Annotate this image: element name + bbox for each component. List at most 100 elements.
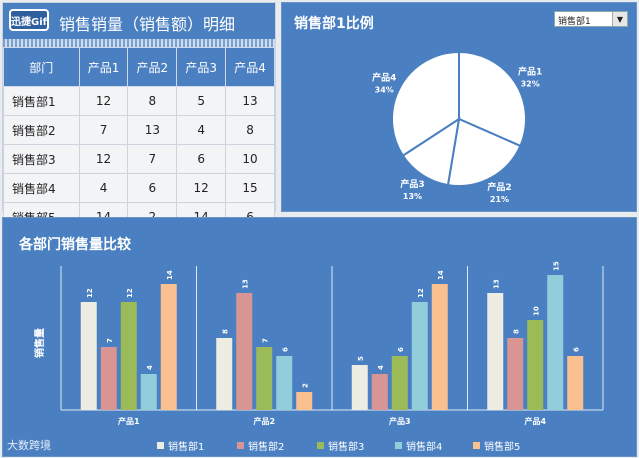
cell-value[interactable]: 4 <box>78 173 129 203</box>
y-axis-label: 销售量 <box>33 328 46 358</box>
pie-label: 产品3 <box>400 178 424 190</box>
bar <box>487 293 504 410</box>
x-tick-label: 产品3 <box>389 416 411 426</box>
bar-value-label: 8 <box>221 329 229 334</box>
table-header-row: 部门 产品1 产品2 产品3 产品4 <box>3 47 275 87</box>
bar <box>296 392 313 410</box>
department-select[interactable]: 销售部1 ▼ <box>554 11 628 27</box>
bar-value-label: 6 <box>397 347 405 352</box>
bar-value-label: 12 <box>417 288 425 298</box>
legend-swatch <box>157 442 164 449</box>
cell-value[interactable]: 13 <box>225 86 275 116</box>
bar <box>547 275 564 410</box>
bar-panel: 12 7 12 4 14 产品1 8 13 7 6 2 产品2 5 4 6 12 14 产品3 13 8 10 15 6 产品… <box>2 217 637 457</box>
legend-label: 销售部3 <box>328 442 365 453</box>
pie-percent-label: 21% <box>490 195 509 204</box>
legend-label: 销售部2 <box>248 442 285 453</box>
bar-value-label: 12 <box>86 288 94 298</box>
legend-swatch <box>317 442 324 449</box>
legend-label: 销售部5 <box>484 442 521 453</box>
header-dept: 部门 <box>3 47 80 87</box>
pie-slice <box>401 116 461 187</box>
cell-value[interactable]: 12 <box>176 173 227 203</box>
bar-value-label: 4 <box>146 365 154 370</box>
cell-dept[interactable]: 销售部4 <box>3 173 80 203</box>
pie-label: 产品4 <box>372 71 396 83</box>
bar-value-label: 4 <box>377 365 385 370</box>
pie-label: 产品2 <box>487 181 511 193</box>
pie-slice <box>446 117 522 187</box>
bar <box>236 293 253 410</box>
bar-value-label: 13 <box>241 279 249 289</box>
cell-value[interactable]: 6 <box>176 144 227 174</box>
legend-item: 销售部1 <box>157 438 204 453</box>
table-row: 销售部3 12 7 6 10 <box>3 144 275 174</box>
department-select-value: 销售部1 <box>558 17 591 27</box>
bar-value-label: 7 <box>106 338 114 343</box>
bar-value-label: 13 <box>492 279 500 289</box>
pie-label: 产品1 <box>518 66 542 78</box>
x-tick-label: 产品1 <box>118 416 140 426</box>
cell-value[interactable]: 12 <box>78 144 129 174</box>
bar <box>256 347 273 410</box>
bar-value-label: 15 <box>552 261 560 271</box>
cell-value[interactable]: 12 <box>78 86 129 116</box>
bar <box>80 302 97 410</box>
bar <box>371 374 388 410</box>
legend-swatch <box>395 442 402 449</box>
bar <box>351 365 368 410</box>
cell-value[interactable]: 5 <box>176 86 227 116</box>
bar-value-label: 14 <box>166 270 174 280</box>
pie-percent-label: 32% <box>521 80 540 89</box>
bar <box>120 302 137 410</box>
legend-item: 销售部3 <box>317 438 364 453</box>
cell-value[interactable]: 6 <box>127 173 178 203</box>
table-title: 销售销量（销售额）明细 <box>59 15 236 34</box>
bar <box>527 320 544 410</box>
cell-value[interactable]: 13 <box>127 115 178 145</box>
cell-value[interactable]: 4 <box>176 115 227 145</box>
header-product4: 产品4 <box>225 47 275 87</box>
x-tick-label: 产品2 <box>253 416 275 426</box>
bar <box>411 302 428 410</box>
bar <box>567 356 584 410</box>
chevron-down-icon[interactable]: ▼ <box>612 12 627 26</box>
legend-item: 销售部4 <box>395 438 442 453</box>
header-product3: 产品3 <box>176 47 227 87</box>
sales-table-panel: 迅捷Gif 销售销量（销售额）明细 部门 产品1 产品2 产品3 产品4 销售部… <box>2 2 276 232</box>
table-row: 销售部2 7 13 4 8 <box>3 115 275 145</box>
header-hatch-divider <box>3 39 275 47</box>
cell-value[interactable]: 8 <box>127 86 178 116</box>
legend-swatch <box>473 442 480 449</box>
bar <box>100 347 117 410</box>
cell-value[interactable]: 8 <box>225 115 275 145</box>
bar-value-label: 7 <box>261 338 269 343</box>
pie-percent-label: 34% <box>375 85 394 94</box>
legend-label: 销售部1 <box>168 442 205 453</box>
bar-value-label: 2 <box>301 383 309 388</box>
bar-value-label: 5 <box>357 356 365 361</box>
bar-chart: 12 7 12 4 14 产品1 8 13 7 6 2 产品2 5 4 6 12 14 产品3 13 8 10 15 6 产品… <box>33 261 604 426</box>
watermark-text: 大数跨境 <box>7 439 51 452</box>
cell-dept[interactable]: 销售部3 <box>3 144 80 174</box>
bar <box>140 374 157 410</box>
cell-dept[interactable]: 销售部2 <box>3 115 80 145</box>
cell-value[interactable]: 7 <box>78 115 129 145</box>
pie-chart: 产品1 32% 产品2 21% 产品3 13% 产品4 34% <box>372 50 542 204</box>
bar <box>160 284 177 410</box>
bar-value-label: 12 <box>126 288 134 298</box>
pie-panel: 产品1 32% 产品2 21% 产品3 13% 产品4 34% 销售部1比例 销售部1 ▼ <box>281 2 637 212</box>
cell-value[interactable]: 15 <box>225 173 275 203</box>
pie-title: 销售部1比例 <box>294 16 374 32</box>
cell-value[interactable]: 7 <box>127 144 178 174</box>
table-row: 销售部1 12 8 5 13 <box>3 86 275 116</box>
bar <box>391 356 408 410</box>
cell-dept[interactable]: 销售部1 <box>3 86 80 116</box>
bar-value-label: 10 <box>532 306 540 316</box>
legend-item: 销售部5 <box>473 438 520 453</box>
pie-slice <box>391 50 460 158</box>
header-product2: 产品2 <box>127 47 178 87</box>
cell-value[interactable]: 10 <box>225 144 275 174</box>
bar-value-label: 6 <box>572 347 580 352</box>
pie-slice <box>458 50 527 148</box>
